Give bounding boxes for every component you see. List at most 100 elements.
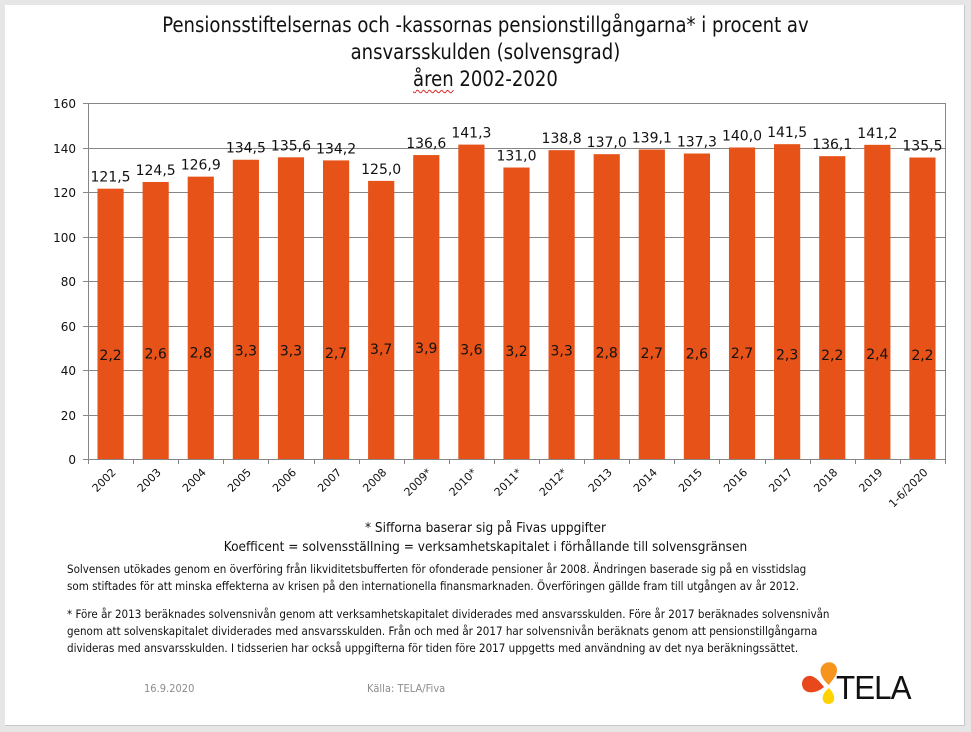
bar (322, 160, 350, 459)
logo-text: TELA (836, 669, 912, 706)
bar (864, 144, 891, 459)
data-label: 136,6 (406, 136, 446, 152)
paragraph-line: genom att solvenskapitalet dividerades m… (67, 624, 818, 638)
x-tick-label: 2015 (676, 466, 705, 495)
title-years-word: åren (413, 67, 454, 91)
data-label: 138,8 (542, 131, 582, 147)
coefficient-label: 3,9 (415, 341, 437, 357)
x-tick-label: 2017 (766, 466, 795, 495)
y-tick-label: 0 (68, 453, 76, 467)
paragraph-line: som stiftades för att minska effekterna … (67, 579, 799, 593)
title-years-range: 2002-2020 (453, 67, 558, 91)
y-tick-label: 120 (53, 186, 76, 200)
data-label: 131,0 (496, 149, 536, 165)
footer-date: 16.9.2020 (144, 682, 195, 695)
bar (277, 157, 305, 460)
data-label: 121,5 (91, 170, 131, 186)
bar-chart: 0 20 40 60 80 100 120 140 160 121,5 2,2 2002 124,5 2,… (53, 97, 946, 510)
chart-title: Pensionsstiftelsernas och -kassornas pen… (68, 12, 903, 93)
coefficient-label: 2,8 (190, 346, 212, 362)
data-label: 141,5 (767, 125, 807, 141)
x-tick-label: 2018 (811, 466, 840, 495)
x-tick-label: 2011* (492, 466, 525, 499)
data-label: 124,5 (136, 163, 176, 179)
y-tick-label: 100 (53, 231, 76, 245)
x-tick-label: 1-6/2020 (886, 466, 930, 510)
data-label: 135,6 (271, 138, 311, 154)
paragraph-line: divideras med ansvarsskulden. I tidsseri… (67, 641, 799, 655)
bar (142, 181, 169, 460)
data-label: 125,0 (361, 162, 401, 178)
data-label: 137,0 (587, 135, 627, 151)
title-line-1: Pensionsstiftelsernas och -kassornas pen… (162, 13, 809, 37)
bar (638, 149, 665, 459)
bar (187, 176, 214, 459)
data-label: 134,2 (316, 141, 356, 157)
y-tick-label: 40 (61, 364, 76, 378)
y-tick-label: 140 (53, 142, 76, 156)
bar (97, 188, 124, 459)
paragraph-line: * Före år 2013 beräknades solvensnivån g… (67, 607, 830, 621)
x-tick-label: 2006 (270, 466, 299, 495)
bar (503, 167, 530, 459)
bar (548, 150, 575, 460)
coefficient-label: 2,3 (776, 348, 798, 364)
x-tick-label: 2013 (586, 466, 615, 495)
y-tick-label: 160 (53, 97, 76, 111)
coefficient-label: 2,8 (596, 346, 618, 362)
coefficient-label: 2,2 (911, 348, 933, 364)
bar (774, 144, 801, 459)
x-tick-label: 2012* (537, 466, 570, 499)
data-label: 137,3 (677, 135, 717, 151)
bar (232, 159, 259, 460)
footer-source: Källa: TELA/Fiva (367, 682, 446, 695)
x-tick-label: 2010* (447, 466, 480, 499)
coefficient-label: 3,2 (505, 344, 527, 360)
data-label: 141,3 (451, 126, 491, 142)
coefficient-label: 2,7 (325, 346, 347, 362)
data-label: 136,1 (812, 137, 852, 153)
bar (368, 180, 395, 459)
coefficient-note: Koefficent = solvensställning = verksamh… (223, 539, 748, 555)
data-label: 139,1 (632, 131, 672, 147)
x-tick-label: 2014 (631, 466, 660, 495)
data-label: 141,2 (857, 126, 897, 142)
x-tick-label: 2008 (360, 466, 389, 495)
source-note: * Sifforna baserar sig på Fivas uppgifte… (364, 520, 606, 536)
x-tick-label: 2019 (856, 466, 885, 495)
coefficient-label: 2,7 (641, 346, 663, 362)
coefficient-label: 2,4 (866, 347, 888, 363)
x-tick-label: 2009* (402, 466, 435, 499)
x-tick-label: 2005 (225, 466, 254, 495)
coefficient-label: 2,6 (145, 346, 167, 362)
bar (819, 156, 846, 460)
x-tick-label: 2016 (721, 466, 750, 495)
coefficient-label: 2,7 (731, 346, 753, 362)
bar (458, 144, 485, 460)
data-label: 134,5 (226, 141, 266, 157)
logo-drop-bottom (822, 688, 835, 704)
paragraph-method: * Före år 2013 beräknades solvensnivån g… (67, 606, 877, 657)
coefficient-label: 3,3 (280, 344, 302, 360)
coefficient-label: 2,2 (821, 348, 843, 364)
x-tick-label: 2003 (135, 466, 164, 495)
tela-logo-icon (801, 662, 837, 704)
title-line-3: åren 2002-2020 (68, 66, 903, 93)
data-label: 135,5 (902, 139, 942, 155)
coefficient-label: 3,6 (460, 342, 482, 358)
paragraph-line: Solvensen utökades genom en överföring f… (67, 562, 807, 576)
logo-drop-left (801, 675, 824, 693)
bar (593, 154, 620, 460)
logo-drop-top (820, 662, 837, 685)
coefficient-label: 3,7 (370, 342, 392, 358)
bar (728, 147, 756, 459)
data-label: 126,9 (181, 158, 221, 174)
paragraph-transfer: Solvensen utökades genom en överföring f… (67, 561, 877, 595)
y-tick-label: 20 (61, 409, 76, 423)
x-tick-label: 2007 (315, 466, 344, 495)
bar (909, 157, 936, 459)
coefficient-label: 3,3 (550, 344, 572, 360)
x-tick-label: 2004 (180, 466, 209, 495)
data-label: 140,0 (722, 129, 762, 145)
bar (413, 155, 440, 459)
